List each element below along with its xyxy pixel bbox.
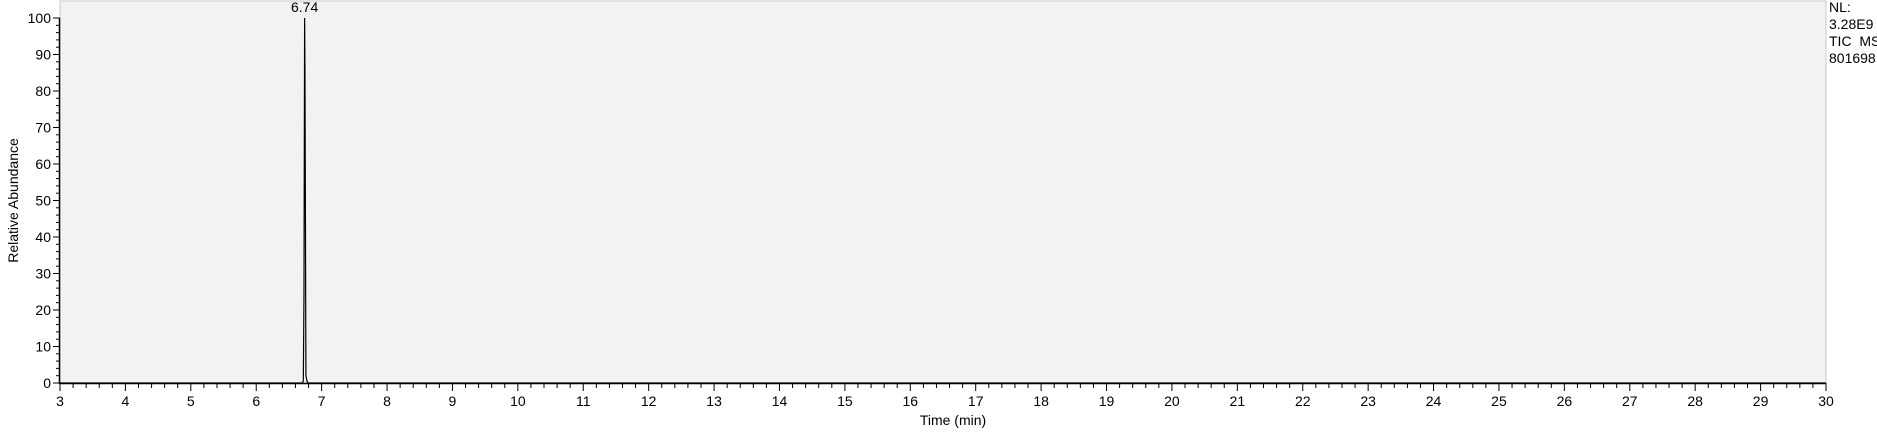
plot-area xyxy=(59,0,1827,384)
x-tick-label: 30 xyxy=(1818,393,1834,409)
x-tick-label: 7 xyxy=(318,393,326,409)
x-axis-label: Time (min) xyxy=(920,412,986,428)
y-tick-label: 90 xyxy=(35,47,51,63)
x-tick-label: 8 xyxy=(383,393,391,409)
y-tick-label: 10 xyxy=(35,339,51,355)
x-tick-label: 10 xyxy=(510,393,526,409)
x-tick-label: 6 xyxy=(252,393,260,409)
x-tick-label: 3 xyxy=(56,393,64,409)
y-axis-ticks: 0 10 20 30 40 50 60 70 80 90 100 xyxy=(28,10,60,391)
x-tick-label: 16 xyxy=(903,393,919,409)
x-tick-label: 17 xyxy=(968,393,984,409)
y-axis-label: Relative Abundance xyxy=(5,138,21,263)
x-tick-label: 13 xyxy=(706,393,722,409)
y-tick-label: 40 xyxy=(35,229,51,245)
x-tick-label: 29 xyxy=(1753,393,1769,409)
y-tick-label: 30 xyxy=(35,266,51,282)
x-tick-label: 24 xyxy=(1426,393,1442,409)
y-tick-label: 70 xyxy=(35,120,51,136)
x-tick-label: 21 xyxy=(1230,393,1246,409)
x-tick-label: 15 xyxy=(837,393,853,409)
x-tick-label: 25 xyxy=(1491,393,1507,409)
y-tick-label: 60 xyxy=(35,156,51,172)
x-tick-label: 20 xyxy=(1164,393,1180,409)
y-tick-label: 50 xyxy=(35,193,51,209)
annotation-line: TIC MS xyxy=(1829,33,1877,49)
x-tick-label: 22 xyxy=(1295,393,1311,409)
x-tick-label: 4 xyxy=(122,393,130,409)
x-tick-label: 28 xyxy=(1687,393,1703,409)
x-tick-label: 23 xyxy=(1360,393,1376,409)
x-tick-label: 11 xyxy=(576,393,591,409)
x-tick-label: 27 xyxy=(1622,393,1638,409)
x-tick-label: 14 xyxy=(772,393,788,409)
x-tick-label: 19 xyxy=(1099,393,1115,409)
y-tick-label: 20 xyxy=(35,302,51,318)
x-tick-label: 9 xyxy=(449,393,457,409)
peak-label: 6.74 xyxy=(291,0,318,15)
x-tick-label: 12 xyxy=(641,393,657,409)
y-tick-label: 0 xyxy=(43,375,51,391)
annotation-line: 801698 xyxy=(1829,50,1876,66)
y-tick-label: 80 xyxy=(35,83,51,99)
x-tick-label: 18 xyxy=(1033,393,1049,409)
annotation-line: 3.28E9 xyxy=(1829,16,1874,32)
annotation-line: NL: xyxy=(1829,0,1851,15)
x-tick-label: 5 xyxy=(187,393,195,409)
peak-labels: 6.74 xyxy=(291,0,318,15)
x-tick-label: 26 xyxy=(1557,393,1573,409)
series-trace xyxy=(60,17,1826,384)
y-tick-label: 100 xyxy=(28,10,52,26)
x-axis-ticks: 3 4 5 6 7 8 9 10 11 12 13 14 15 16 17 18 19 20 21 22 23 24 25 2… xyxy=(56,383,1834,409)
